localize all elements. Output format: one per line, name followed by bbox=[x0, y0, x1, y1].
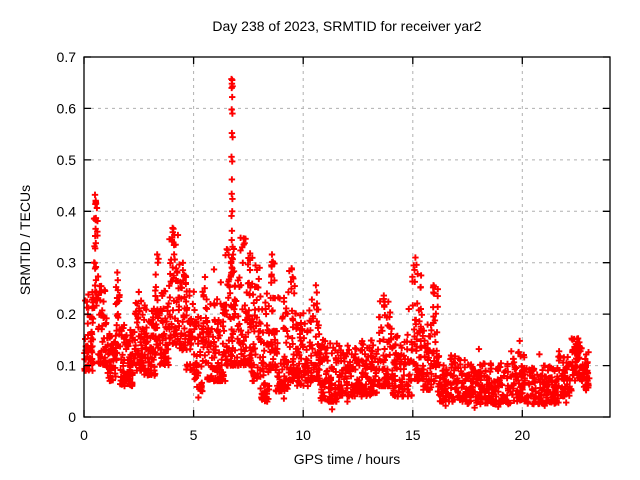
y-axis-label: SRMTID / TECUs bbox=[17, 184, 33, 296]
plot-border bbox=[83, 56, 611, 418]
x-axis-label: GPS time / hours bbox=[293, 451, 401, 467]
scatter-points bbox=[81, 75, 593, 413]
y-tick-label: 0.2 bbox=[57, 306, 77, 322]
x-tick-label: 15 bbox=[405, 427, 421, 443]
y-tick-label: 0.5 bbox=[57, 152, 77, 168]
x-tick-label: 20 bbox=[515, 427, 531, 443]
x-tick-label: 0 bbox=[80, 427, 88, 443]
y-tick-label: 0.1 bbox=[57, 358, 77, 374]
y-tick-label: 0 bbox=[68, 409, 76, 425]
y-tick-label: 0.6 bbox=[57, 100, 77, 116]
y-tick-label: 0.3 bbox=[57, 255, 77, 271]
x-tick-label: 10 bbox=[295, 427, 311, 443]
axis-ticks bbox=[83, 56, 610, 418]
y-tick-label: 0.7 bbox=[57, 49, 77, 65]
y-tick-label: 0.4 bbox=[57, 203, 77, 219]
chart-title: Day 238 of 2023, SRMTID for receiver yar… bbox=[212, 18, 482, 34]
x-tick-label: 5 bbox=[190, 427, 198, 443]
